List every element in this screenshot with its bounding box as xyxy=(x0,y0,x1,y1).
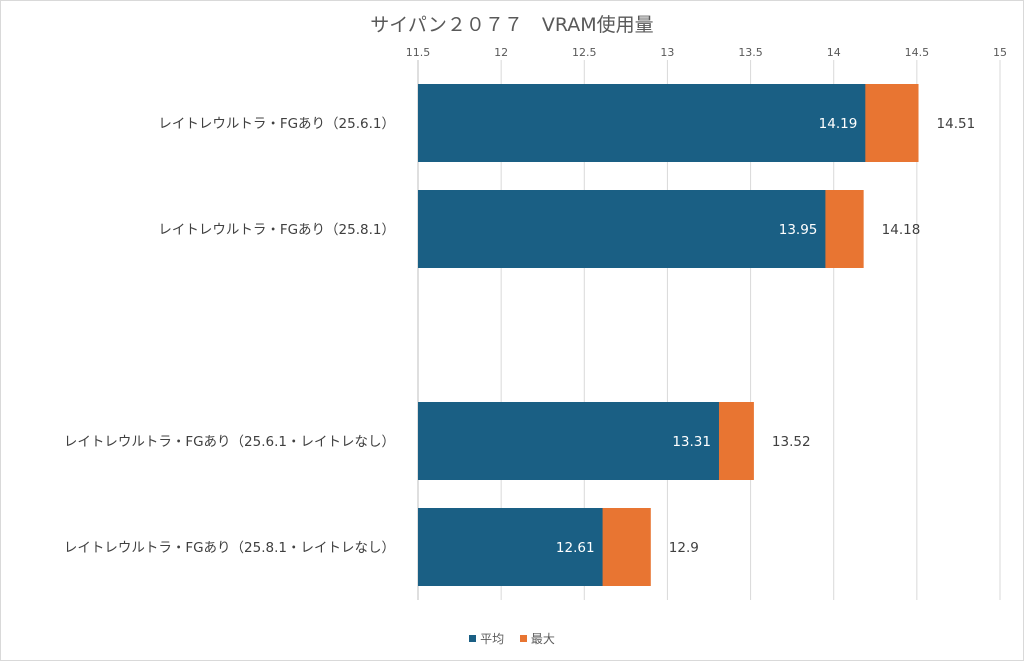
chart-title: サイパン２０７７ VRAM使用量 xyxy=(370,14,654,36)
x-tick-label: 13.5 xyxy=(738,46,763,59)
x-tick-label: 12 xyxy=(494,46,508,59)
bar-average xyxy=(418,402,719,480)
data-label-max: 14.51 xyxy=(937,116,976,132)
bar-average xyxy=(418,84,866,162)
data-label-max: 14.18 xyxy=(882,222,921,238)
x-tick-label: 12.5 xyxy=(572,46,597,59)
bar-average xyxy=(418,190,826,268)
data-label-average: 13.95 xyxy=(779,222,818,238)
legend: 平均 最大 xyxy=(0,630,1024,647)
legend-swatch-average xyxy=(469,635,477,642)
category-label: レイトレウルトラ・FGあり（25.8.1） xyxy=(158,222,395,238)
data-label-max: 12.9 xyxy=(669,540,699,556)
legend-item-max: 最大 xyxy=(519,630,555,647)
data-label-average: 12.61 xyxy=(556,540,595,556)
data-label-max: 13.52 xyxy=(772,434,811,450)
x-tick-label: 11.5 xyxy=(406,46,431,59)
category-label: レイトレウルトラ・FGあり（25.6.1） xyxy=(158,116,395,132)
bar-average xyxy=(418,508,603,586)
category-label: レイトレウルトラ・FGあり（25.6.1・レイトレなし） xyxy=(64,434,395,450)
legend-label-max: 最大 xyxy=(530,632,555,646)
data-label-average: 13.31 xyxy=(672,434,711,450)
data-label-average: 14.19 xyxy=(819,116,858,132)
legend-label-average: 平均 xyxy=(480,632,505,646)
x-tick-label: 14 xyxy=(827,46,841,59)
x-tick-label: 13 xyxy=(660,46,674,59)
category-label: レイトレウルトラ・FGあり（25.8.1・レイトレなし） xyxy=(64,540,395,556)
legend-swatch-max xyxy=(519,635,527,642)
x-tick-label: 14.5 xyxy=(905,46,930,59)
legend-item-average: 平均 xyxy=(469,630,504,647)
x-tick-label: 15 xyxy=(993,46,1007,59)
